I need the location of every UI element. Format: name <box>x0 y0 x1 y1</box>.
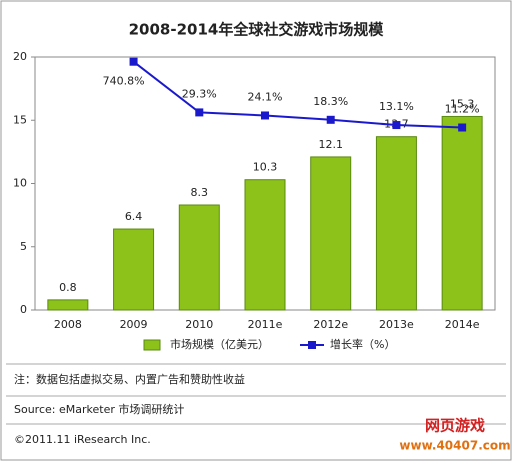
line-marker <box>326 115 335 124</box>
y-tick-label: 0 <box>20 303 27 316</box>
x-tick-label: 2010 <box>185 318 213 331</box>
watermark-url: www.40407.com <box>399 439 510 453</box>
copyright: ©2011.11 iResearch Inc. <box>14 433 151 446</box>
y-tick-label: 20 <box>13 50 27 63</box>
line-marker <box>458 123 467 132</box>
line-marker <box>392 121 401 130</box>
line-marker <box>129 57 138 66</box>
bar <box>178 204 220 311</box>
legend-swatch <box>308 341 316 349</box>
line-value-label: 18.3% <box>313 95 348 108</box>
line-value-label: 13.1% <box>379 100 414 113</box>
y-tick-label: 15 <box>13 113 27 126</box>
y-tick-label: 5 <box>20 240 27 253</box>
x-tick-label: 2011e <box>248 318 283 331</box>
legend-label: 市场规模（亿美元） <box>170 337 269 351</box>
bar <box>113 228 155 311</box>
bar-value-label: 12.1 <box>318 138 343 151</box>
x-tick-label: 2008 <box>54 318 82 331</box>
line-value-label: 11.2% <box>445 103 480 116</box>
source: Source: eMarketer 市场调研统计 <box>14 402 184 416</box>
y-tick-label: 10 <box>13 177 27 190</box>
watermark-title: 网页游戏 <box>425 417 485 435</box>
line-marker <box>261 111 269 120</box>
bar-value-label: 6.4 <box>125 210 143 223</box>
bar-value-label: 8.3 <box>191 186 209 199</box>
chart-title: 2008-2014年全球社交游戏市场规模 <box>129 21 385 39</box>
x-tick-label: 2014e <box>445 318 480 331</box>
legend-swatch <box>143 339 161 351</box>
bar <box>310 156 352 311</box>
line <box>132 60 463 129</box>
bar <box>244 179 286 311</box>
note: 注：数据包括虚拟交易、内置广告和赞助性收益 <box>14 372 245 386</box>
legend-label: 增长率（%） <box>330 337 395 351</box>
line-value-label: 24.1% <box>248 90 283 103</box>
line-value-label: 29.3% <box>182 87 217 100</box>
x-tick-label: 2013e <box>379 318 414 331</box>
x-tick-label: 2009 <box>120 318 148 331</box>
bar-value-label: 15.3 <box>450 97 475 110</box>
bar <box>47 299 89 311</box>
bar <box>375 136 417 311</box>
line-marker <box>195 108 204 117</box>
bar <box>441 115 483 311</box>
x-tick-label: 2012e <box>313 318 348 331</box>
bar-value-label: 10.3 <box>253 161 278 174</box>
line-value-label: 740.8% <box>103 75 145 88</box>
bar-value-label: 0.8 <box>59 281 77 294</box>
